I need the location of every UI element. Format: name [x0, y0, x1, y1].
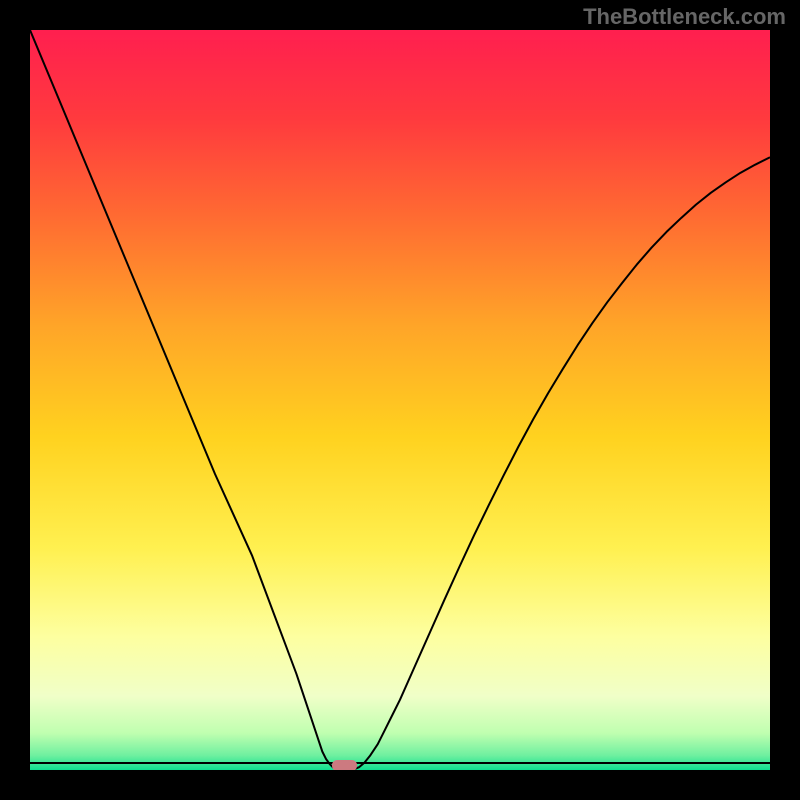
curve-path: [30, 30, 770, 770]
watermark-text: TheBottleneck.com: [583, 4, 786, 30]
bottleneck-curve: [30, 30, 770, 770]
optimum-marker: [332, 760, 357, 770]
bottleneck-chart: [30, 30, 770, 770]
